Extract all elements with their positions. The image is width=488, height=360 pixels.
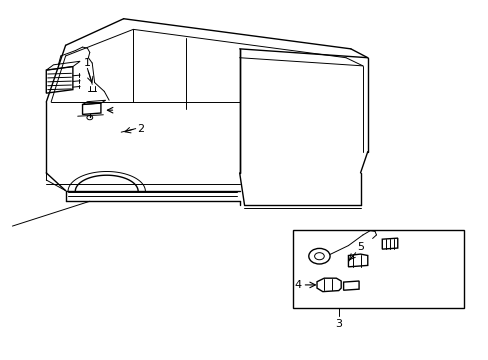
Bar	[292, 230, 464, 307]
Text: 4: 4	[293, 280, 301, 289]
Text: 3: 3	[335, 319, 342, 329]
Text: 5: 5	[356, 242, 363, 252]
Text: 1: 1	[84, 58, 91, 68]
Text: 2: 2	[137, 123, 144, 134]
